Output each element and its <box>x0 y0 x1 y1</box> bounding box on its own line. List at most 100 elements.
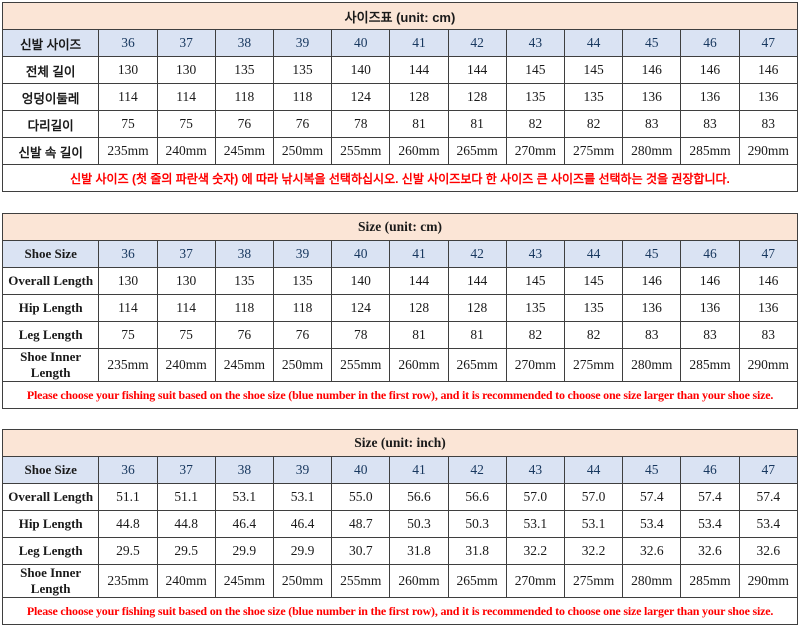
measurement-value: 140 <box>331 267 391 295</box>
table-row: 신발 속 길이 235mm 240mm 245mm 250mm 255mm 260mm 265… <box>1 137 799 165</box>
measurement-value: 50.3 <box>389 510 449 538</box>
row-label: 전체 길이 <box>1 56 100 84</box>
table-row: Hip Length 114 114 118 118 124 128 128 135 135 136… <box>1 294 799 322</box>
size-table-english-cm: Size (unit: cm) Shoe Size 36 37 38 39 40 41 42 43… <box>1 213 799 409</box>
measurement-value: 82 <box>563 321 624 349</box>
table-row: Hip Length 44.8 44.8 46.4 46.4 48.7 50.3 50.3 53… <box>1 510 799 538</box>
measurement-value: 76 <box>214 321 274 349</box>
shoe-size-value: 41 <box>389 456 449 484</box>
measurement-value: 57.4 <box>680 483 740 511</box>
shoe-size-value: 40 <box>331 240 391 268</box>
measurement-value: 240mm <box>156 564 216 598</box>
measurement-value: 255mm <box>331 564 391 598</box>
measurement-value: 46.4 <box>214 510 274 538</box>
measurement-value: 31.8 <box>447 537 507 565</box>
measurement-value: 82 <box>505 321 565 349</box>
measurement-value: 130 <box>98 267 158 295</box>
shoe-size-header-row: Shoe Size 36 37 38 39 40 41 42 43 44 45 46 47 <box>1 456 799 484</box>
shoe-size-value: 39 <box>272 240 333 268</box>
shoe-size-value: 40 <box>331 456 391 484</box>
measurement-value: 285mm <box>680 348 740 382</box>
measurement-value: 270mm <box>505 564 565 598</box>
measurement-value: 136 <box>622 83 682 111</box>
measurement-value: 255mm <box>331 348 391 382</box>
measurement-value: 82 <box>505 110 565 138</box>
measurement-value: 250mm <box>272 137 333 165</box>
table-row: Leg Length 29.5 29.5 29.9 29.9 30.7 31.8 31.8 32… <box>1 537 799 565</box>
row-label: 엉덩이둘레 <box>1 83 100 111</box>
measurement-value: 31.8 <box>389 537 449 565</box>
shoe-size-value: 45 <box>622 240 682 268</box>
measurement-value: 145 <box>505 56 565 84</box>
size-table-korean-cm: 사이즈표 (unit: cm) 신발 사이즈 36 37 38 39 40 41 42 43 44 4… <box>1 2 799 192</box>
measurement-value: 290mm <box>738 564 799 598</box>
measurement-value: 275mm <box>563 348 624 382</box>
table-row: 엉덩이둘레 114 114 118 118 124 128 128 135 135 136 136 13… <box>1 83 799 111</box>
measurement-value: 78 <box>331 321 391 349</box>
measurement-value: 245mm <box>214 137 274 165</box>
measurement-value: 78 <box>331 110 391 138</box>
measurement-value: 53.1 <box>272 483 333 511</box>
measurement-value: 135 <box>505 294 565 322</box>
shoe-size-value: 37 <box>156 29 216 57</box>
measurement-value: 51.1 <box>98 483 158 511</box>
table-title: 사이즈표 (unit: cm) <box>2 2 798 30</box>
measurement-value: 260mm <box>389 137 449 165</box>
shoe-size-value: 44 <box>563 240 624 268</box>
measurement-value: 57.4 <box>622 483 682 511</box>
measurement-value: 128 <box>447 83 507 111</box>
measurement-value: 280mm <box>622 564 682 598</box>
measurement-value: 235mm <box>98 564 158 598</box>
measurement-value: 118 <box>272 294 333 322</box>
shoe-size-value: 37 <box>156 240 216 268</box>
measurement-value: 135 <box>214 56 274 84</box>
size-note: Please choose your fishing suit based on… <box>2 381 798 409</box>
measurement-value: 56.6 <box>389 483 449 511</box>
measurement-value: 145 <box>505 267 565 295</box>
shoe-size-header-row: 신발 사이즈 36 37 38 39 40 41 42 43 44 45 46 47 <box>1 29 799 57</box>
shoe-size-value: 42 <box>447 29 507 57</box>
shoe-size-value: 41 <box>389 29 449 57</box>
shoe-size-value: 46 <box>680 456 740 484</box>
size-note: Please choose your fishing suit based on… <box>2 597 798 625</box>
measurement-value: 240mm <box>156 137 216 165</box>
measurement-value: 118 <box>214 294 274 322</box>
shoe-size-value: 39 <box>272 456 333 484</box>
row-label-shoe-size: 신발 사이즈 <box>1 29 100 57</box>
measurement-value: 245mm <box>214 348 274 382</box>
measurement-value: 144 <box>389 56 449 84</box>
measurement-value: 124 <box>331 294 391 322</box>
measurement-value: 55.0 <box>331 483 391 511</box>
measurement-value: 135 <box>563 294 624 322</box>
measurement-value: 53.1 <box>505 510 565 538</box>
measurement-value: 30.7 <box>331 537 391 565</box>
measurement-value: 75 <box>156 321 216 349</box>
shoe-size-value: 44 <box>563 456 624 484</box>
measurement-value: 82 <box>563 110 624 138</box>
measurement-value: 76 <box>272 110 333 138</box>
row-label: Overall Length <box>1 483 100 511</box>
measurement-value: 57.0 <box>505 483 565 511</box>
shoe-size-value: 42 <box>447 456 507 484</box>
measurement-value: 128 <box>447 294 507 322</box>
shoe-size-header-row: Shoe Size 36 37 38 39 40 41 42 43 44 45 46 47 <box>1 240 799 268</box>
shoe-size-value: 47 <box>738 240 799 268</box>
row-label: Shoe Inner Length <box>1 564 100 598</box>
shoe-size-value: 47 <box>738 456 799 484</box>
shoe-size-value: 46 <box>680 240 740 268</box>
measurement-value: 144 <box>447 267 507 295</box>
shoe-size-value: 43 <box>505 29 565 57</box>
measurement-value: 270mm <box>505 137 565 165</box>
shoe-size-value: 43 <box>505 240 565 268</box>
row-label-shoe-size: Shoe Size <box>1 456 100 484</box>
measurement-value: 118 <box>272 83 333 111</box>
row-label: 신발 속 길이 <box>1 137 100 165</box>
measurement-value: 130 <box>156 56 216 84</box>
measurement-value: 265mm <box>447 137 507 165</box>
measurement-value: 145 <box>563 56 624 84</box>
shoe-size-value: 40 <box>331 29 391 57</box>
table-row: Leg Length 75 75 76 76 78 81 81 82 82 83 83 83 <box>1 321 799 349</box>
shoe-size-value: 43 <box>505 456 565 484</box>
measurement-value: 145 <box>563 267 624 295</box>
measurement-value: 130 <box>98 56 158 84</box>
